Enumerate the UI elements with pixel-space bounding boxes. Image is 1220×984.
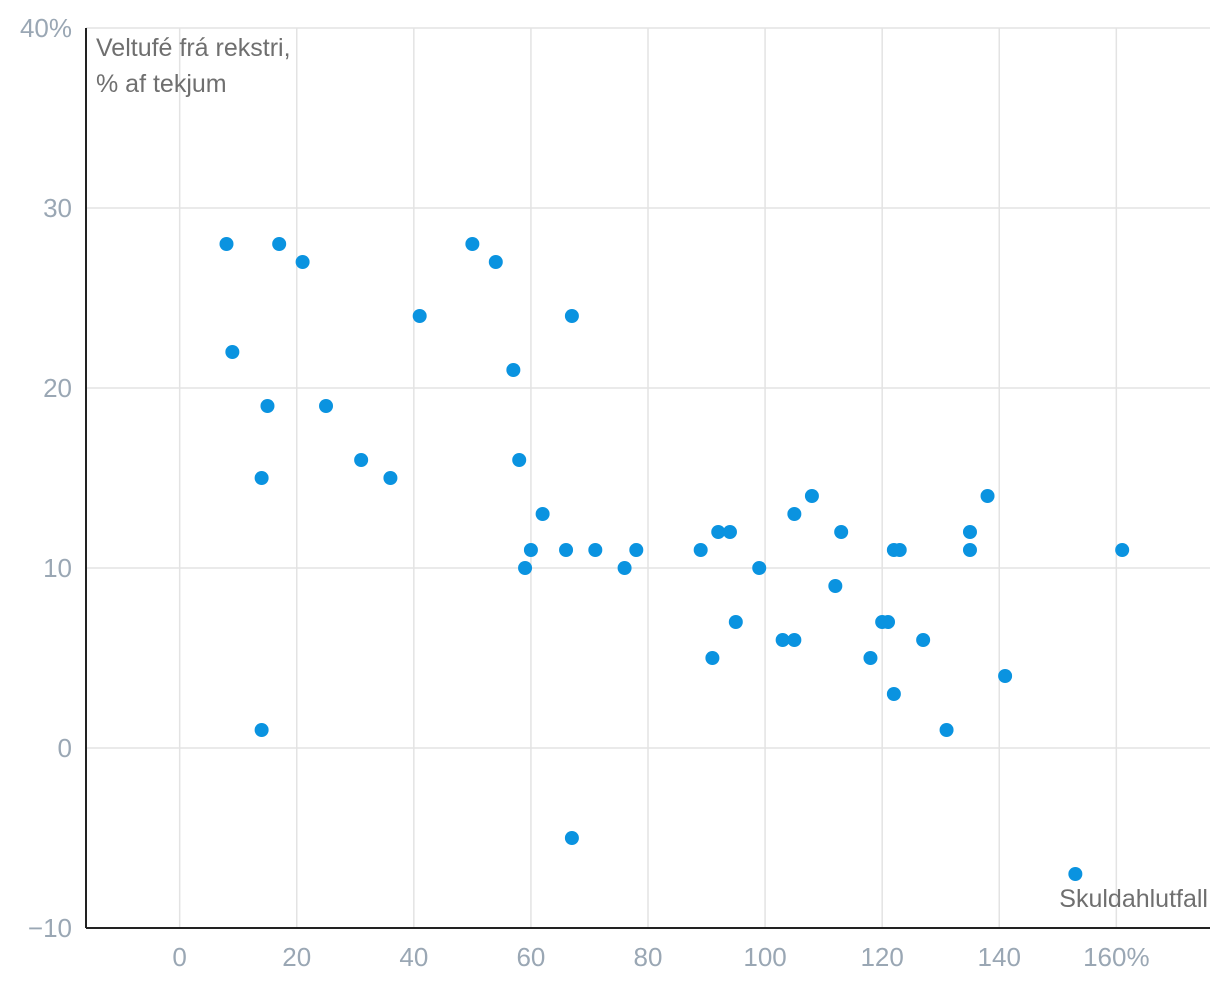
data-point <box>980 489 995 503</box>
y-axis-title-line-1: Veltufé frá rekstri, <box>96 34 291 62</box>
data-point <box>523 543 538 557</box>
x-tick-label: 0 <box>172 942 186 972</box>
data-point <box>705 651 720 665</box>
data-point <box>939 723 954 737</box>
data-point <box>412 309 427 323</box>
x-tick-label: 140 <box>978 942 1021 972</box>
data-point <box>998 669 1013 683</box>
data-point <box>512 453 527 467</box>
y-tick-label: 20 <box>43 373 72 403</box>
y-tick-label: 10 <box>43 553 72 583</box>
data-point <box>518 561 533 575</box>
data-points <box>219 237 1130 881</box>
y-tick-label: −10 <box>28 913 72 943</box>
data-point <box>465 237 480 251</box>
data-point <box>892 543 907 557</box>
axes <box>85 28 1210 929</box>
data-point <box>272 237 287 251</box>
data-point <box>559 543 574 557</box>
grid-lines <box>86 27 1210 928</box>
data-point <box>787 633 802 647</box>
data-point <box>617 561 632 575</box>
x-tick-label: 20 <box>282 942 311 972</box>
data-point <box>722 525 737 539</box>
data-point <box>804 489 819 503</box>
data-point <box>834 525 849 539</box>
data-point <box>506 363 521 377</box>
data-point <box>962 543 977 557</box>
data-point <box>863 651 878 665</box>
y-axis-title-line-2: % af tekjum <box>96 70 227 98</box>
data-point <box>693 543 708 557</box>
x-tick-label: 120 <box>860 942 903 972</box>
data-point <box>588 543 603 557</box>
data-point <box>886 687 901 701</box>
y-tick-label: 30 <box>43 193 72 223</box>
data-point <box>828 579 843 593</box>
data-point <box>535 507 550 521</box>
data-point <box>629 543 644 557</box>
y-tick-label: 40% <box>20 13 72 43</box>
data-point <box>752 561 767 575</box>
data-point <box>775 633 790 647</box>
data-point <box>1068 867 1083 881</box>
x-axis-title: Skuldahlutfall <box>1059 885 1208 913</box>
y-axis-title: Veltufé frá rekstri, % af tekjum <box>96 34 297 98</box>
axis-titles: Veltufé frá rekstri, % af tekjum Skuldah… <box>96 34 1208 913</box>
y-tick-label: 0 <box>58 733 72 763</box>
data-point <box>383 471 398 485</box>
x-tick-label: 40 <box>399 942 428 972</box>
data-point <box>881 615 896 629</box>
data-point <box>354 453 369 467</box>
data-point <box>564 309 579 323</box>
data-point <box>219 237 234 251</box>
data-point <box>260 399 275 413</box>
data-point <box>916 633 931 647</box>
data-point <box>225 345 240 359</box>
data-point <box>488 255 503 269</box>
data-point <box>711 525 726 539</box>
x-tick-label: 80 <box>634 942 663 972</box>
x-tick-label: 100 <box>743 942 786 972</box>
x-tick-label: 60 <box>516 942 545 972</box>
data-point <box>728 615 743 629</box>
data-point <box>1115 543 1130 557</box>
data-point <box>319 399 334 413</box>
data-point <box>564 831 579 845</box>
data-point <box>295 255 310 269</box>
data-point <box>787 507 802 521</box>
x-tick-label: 160% <box>1083 942 1150 972</box>
data-point <box>962 525 977 539</box>
data-point <box>254 471 269 485</box>
data-point <box>254 723 269 737</box>
tick-labels: −10 0 10 20 30 40% 0 20 40 60 80 100 120 140 160% <box>20 13 1150 972</box>
